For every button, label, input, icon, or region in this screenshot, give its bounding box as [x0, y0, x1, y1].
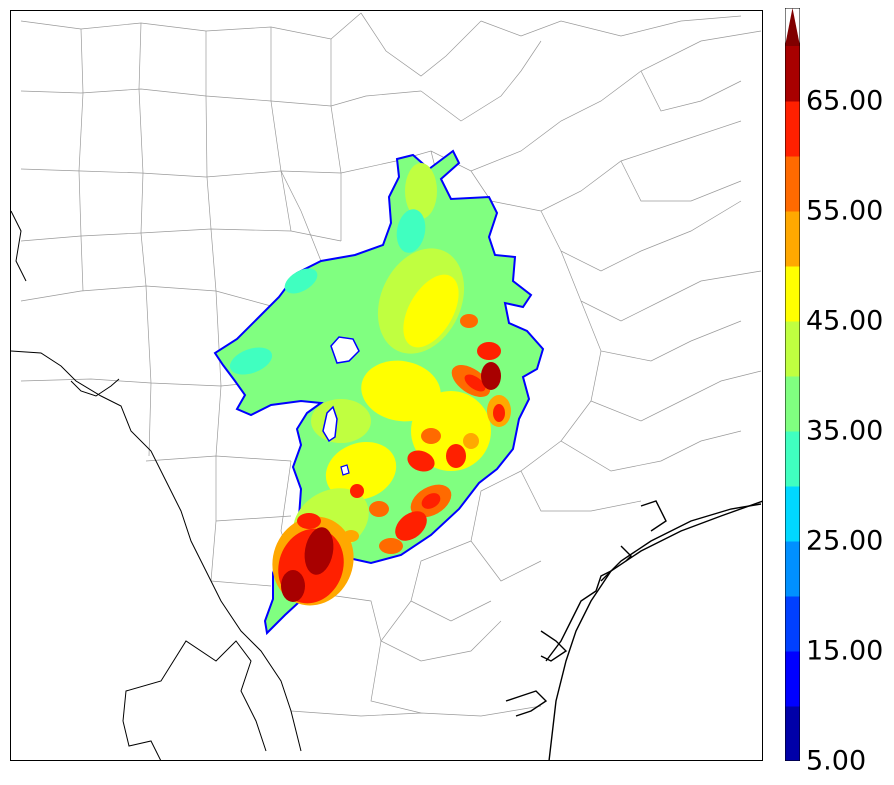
colorbar-swatch [785, 376, 800, 432]
field-region [395, 511, 427, 541]
field-region [379, 538, 403, 554]
map-panel [10, 10, 763, 761]
colorbar-swatch [785, 541, 800, 597]
field-region [403, 274, 459, 348]
colorbar-label-55: 55.00 [806, 195, 884, 227]
colorbar-label-5: 5.00 [806, 745, 867, 777]
field-region [369, 501, 389, 517]
field-region [284, 268, 318, 294]
field-region [493, 404, 505, 422]
colorbar [785, 8, 800, 761]
colorbar-swatch [785, 596, 800, 652]
field-region [297, 513, 321, 529]
field-hole [330, 336, 360, 364]
field-region [350, 484, 364, 498]
field-region [421, 493, 441, 509]
colorbar-swatch [785, 101, 800, 157]
colorbar-swatch [785, 266, 800, 322]
colorbar-swatch [785, 651, 800, 707]
field-region [407, 450, 435, 472]
field-region [460, 314, 478, 328]
state-border [11, 210, 302, 760]
field-region [446, 444, 466, 468]
field-region [464, 374, 486, 392]
field-region [229, 347, 273, 375]
field-region [304, 527, 334, 575]
colorbar-label-45: 45.00 [806, 305, 884, 337]
field-region [405, 163, 437, 219]
colorbar-swatches [785, 46, 800, 761]
county-borders [20, 12, 762, 717]
field-region [477, 342, 501, 360]
field-region [281, 570, 305, 602]
field-region [481, 362, 501, 390]
coastline [505, 500, 762, 760]
colorbar-swatch [785, 156, 800, 212]
colorbar-label-25: 25.00 [806, 525, 884, 557]
colorbar-swatch [785, 46, 800, 102]
field-region [396, 209, 426, 253]
colorbar-extend-arrow [785, 8, 800, 46]
contour-field [213, 149, 545, 636]
colorbar-label-35: 35.00 [806, 415, 884, 447]
field-region [463, 433, 479, 449]
colorbar-swatch [785, 706, 800, 761]
field-region [411, 391, 491, 471]
field-region [311, 399, 371, 443]
colorbar-swatch [785, 321, 800, 377]
field-region [325, 441, 397, 501]
field-hole [322, 405, 338, 443]
field-region [421, 428, 441, 444]
colorbar-swatch [785, 431, 800, 487]
colorbar-label-15: 15.00 [806, 635, 884, 667]
field-hole [340, 464, 350, 476]
map-canvas [11, 12, 762, 760]
colorbar-label-65: 65.00 [806, 85, 884, 117]
colorbar-swatch [785, 486, 800, 542]
colorbar-swatch [785, 211, 800, 267]
